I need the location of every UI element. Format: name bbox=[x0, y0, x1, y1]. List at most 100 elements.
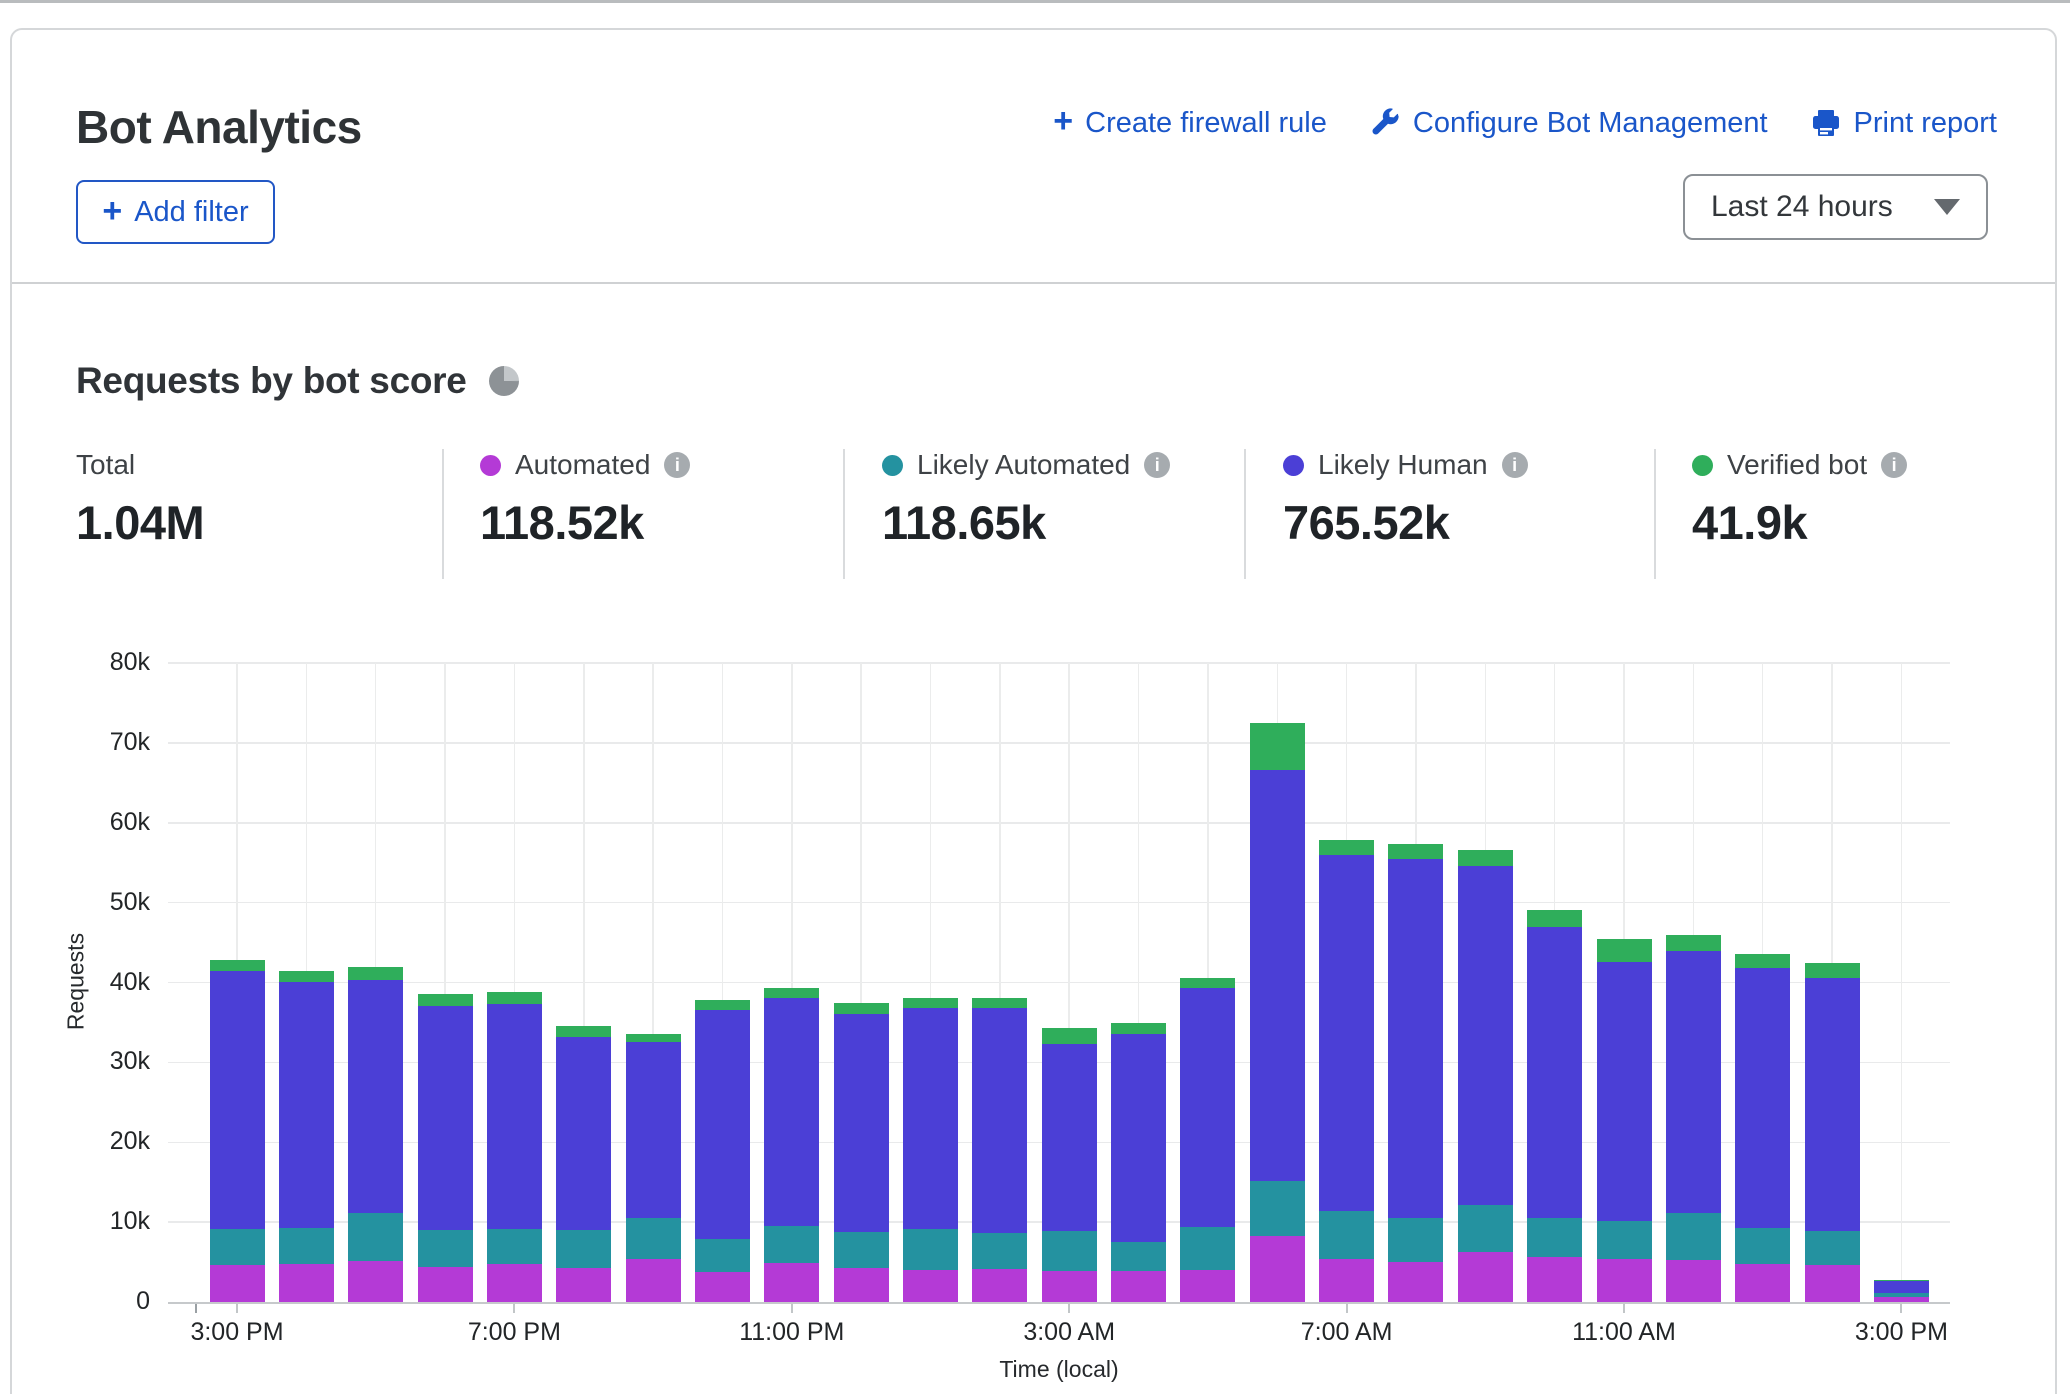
add-filter-button[interactable]: + Add filter bbox=[76, 180, 275, 244]
bar-segment-likely-automated[interactable] bbox=[626, 1218, 681, 1259]
bar-segment-likely-human[interactable] bbox=[487, 1004, 542, 1228]
bar-segment-likely-human[interactable] bbox=[1805, 978, 1860, 1231]
bar-segment-likely-automated[interactable] bbox=[210, 1229, 265, 1265]
bar-segment-verified-bot[interactable] bbox=[1874, 1280, 1929, 1281]
bar-segment-likely-automated[interactable] bbox=[1458, 1205, 1513, 1252]
bar-segment-verified-bot[interactable] bbox=[1805, 963, 1860, 978]
info-icon[interactable]: i bbox=[1144, 452, 1170, 478]
bar-segment-automated[interactable] bbox=[1874, 1297, 1929, 1302]
bar-segment-likely-automated[interactable] bbox=[348, 1213, 403, 1261]
bar-segment-automated[interactable] bbox=[626, 1259, 681, 1302]
bar-segment-likely-automated[interactable] bbox=[1874, 1293, 1929, 1297]
bar-segment-likely-automated[interactable] bbox=[903, 1229, 958, 1270]
bar-segment-likely-human[interactable] bbox=[1111, 1034, 1166, 1242]
bar-segment-likely-automated[interactable] bbox=[1042, 1231, 1097, 1271]
bar-segment-verified-bot[interactable] bbox=[1597, 939, 1652, 962]
bar-segment-verified-bot[interactable] bbox=[1666, 935, 1721, 950]
bar-segment-likely-human[interactable] bbox=[1527, 927, 1582, 1218]
info-icon[interactable]: i bbox=[1502, 452, 1528, 478]
bar-segment-likely-automated[interactable] bbox=[1735, 1228, 1790, 1264]
bar-segment-verified-bot[interactable] bbox=[348, 967, 403, 981]
bar-segment-verified-bot[interactable] bbox=[1458, 850, 1513, 866]
bar-segment-likely-human[interactable] bbox=[764, 998, 819, 1226]
bar-segment-verified-bot[interactable] bbox=[834, 1003, 889, 1014]
bar-segment-verified-bot[interactable] bbox=[1735, 954, 1790, 968]
bar-segment-verified-bot[interactable] bbox=[695, 1000, 750, 1010]
bar-segment-likely-automated[interactable] bbox=[1597, 1221, 1652, 1259]
bar-segment-verified-bot[interactable] bbox=[1111, 1023, 1166, 1034]
bar-segment-likely-human[interactable] bbox=[834, 1014, 889, 1231]
bar-segment-likely-human[interactable] bbox=[1388, 859, 1443, 1218]
bar-segment-automated[interactable] bbox=[903, 1270, 958, 1302]
bar-segment-automated[interactable] bbox=[1597, 1259, 1652, 1302]
bar-segment-likely-human[interactable] bbox=[348, 980, 403, 1213]
bar-segment-verified-bot[interactable] bbox=[210, 960, 265, 970]
bar-segment-verified-bot[interactable] bbox=[487, 992, 542, 1004]
bar-segment-likely-human[interactable] bbox=[695, 1010, 750, 1239]
bar-segment-likely-automated[interactable] bbox=[487, 1229, 542, 1264]
bar-segment-verified-bot[interactable] bbox=[279, 971, 334, 982]
bar-segment-verified-bot[interactable] bbox=[418, 994, 473, 1006]
bar-segment-automated[interactable] bbox=[1805, 1265, 1860, 1302]
bar-segment-likely-human[interactable] bbox=[903, 1008, 958, 1229]
bar-segment-verified-bot[interactable] bbox=[1388, 844, 1443, 860]
bar-segment-likely-automated[interactable] bbox=[1319, 1211, 1374, 1259]
bar-segment-verified-bot[interactable] bbox=[1319, 840, 1374, 855]
bar-segment-verified-bot[interactable] bbox=[556, 1026, 611, 1036]
bar-segment-automated[interactable] bbox=[695, 1272, 750, 1302]
bar-segment-likely-human[interactable] bbox=[1458, 866, 1513, 1205]
bar-segment-automated[interactable] bbox=[834, 1268, 889, 1302]
time-range-dropdown[interactable]: Last 24 hours bbox=[1683, 174, 1988, 240]
bar-segment-likely-automated[interactable] bbox=[1180, 1227, 1235, 1270]
bar-segment-automated[interactable] bbox=[1042, 1271, 1097, 1302]
bar-segment-likely-automated[interactable] bbox=[1805, 1231, 1860, 1265]
bar-segment-automated[interactable] bbox=[418, 1267, 473, 1302]
bar-segment-likely-human[interactable] bbox=[418, 1006, 473, 1230]
bar-segment-automated[interactable] bbox=[210, 1265, 265, 1302]
bar-segment-likely-automated[interactable] bbox=[972, 1233, 1027, 1269]
bar-segment-likely-automated[interactable] bbox=[764, 1226, 819, 1263]
bar-segment-likely-automated[interactable] bbox=[556, 1230, 611, 1268]
bar-segment-verified-bot[interactable] bbox=[764, 988, 819, 998]
bar-segment-automated[interactable] bbox=[487, 1264, 542, 1302]
bar-segment-likely-human[interactable] bbox=[556, 1037, 611, 1230]
bar-segment-likely-human[interactable] bbox=[1735, 968, 1790, 1228]
bar-segment-automated[interactable] bbox=[1250, 1236, 1305, 1302]
bar-segment-likely-automated[interactable] bbox=[834, 1232, 889, 1268]
bar-segment-automated[interactable] bbox=[556, 1268, 611, 1302]
bar-segment-likely-automated[interactable] bbox=[1666, 1213, 1721, 1259]
configure-bot-management-link[interactable]: Configure Bot Management bbox=[1369, 107, 1768, 140]
bar-segment-verified-bot[interactable] bbox=[626, 1034, 681, 1043]
bar-segment-likely-automated[interactable] bbox=[279, 1228, 334, 1264]
bar-segment-likely-human[interactable] bbox=[1250, 770, 1305, 1181]
bar-segment-likely-automated[interactable] bbox=[695, 1239, 750, 1273]
bar-segment-automated[interactable] bbox=[1111, 1271, 1166, 1302]
bar-segment-likely-human[interactable] bbox=[972, 1008, 1027, 1233]
bar-segment-likely-automated[interactable] bbox=[1111, 1242, 1166, 1271]
print-report-link[interactable]: Print report bbox=[1810, 107, 1997, 140]
bar-segment-verified-bot[interactable] bbox=[903, 998, 958, 1008]
info-icon[interactable]: i bbox=[664, 452, 690, 478]
bar-segment-automated[interactable] bbox=[1527, 1257, 1582, 1302]
bar-segment-likely-human[interactable] bbox=[626, 1042, 681, 1218]
bar-segment-automated[interactable] bbox=[279, 1264, 334, 1302]
bar-segment-likely-automated[interactable] bbox=[418, 1230, 473, 1267]
bar-segment-likely-human[interactable] bbox=[1666, 951, 1721, 1214]
bar-segment-likely-human[interactable] bbox=[1180, 988, 1235, 1227]
bar-segment-verified-bot[interactable] bbox=[1250, 723, 1305, 770]
bar-segment-automated[interactable] bbox=[764, 1263, 819, 1302]
bar-segment-automated[interactable] bbox=[972, 1269, 1027, 1302]
bar-segment-likely-human[interactable] bbox=[1042, 1044, 1097, 1231]
bar-segment-likely-human[interactable] bbox=[279, 982, 334, 1228]
bar-segment-verified-bot[interactable] bbox=[1527, 910, 1582, 928]
bar-segment-verified-bot[interactable] bbox=[972, 998, 1027, 1008]
bar-segment-automated[interactable] bbox=[1458, 1252, 1513, 1302]
bar-segment-likely-automated[interactable] bbox=[1250, 1181, 1305, 1235]
bar-segment-automated[interactable] bbox=[1388, 1262, 1443, 1302]
bar-segment-likely-human[interactable] bbox=[1597, 962, 1652, 1222]
bar-segment-likely-automated[interactable] bbox=[1527, 1218, 1582, 1257]
create-firewall-rule-link[interactable]: + Create firewall rule bbox=[1053, 106, 1327, 140]
bar-segment-automated[interactable] bbox=[1666, 1260, 1721, 1302]
bar-segment-automated[interactable] bbox=[348, 1261, 403, 1302]
bar-segment-likely-human[interactable] bbox=[1319, 855, 1374, 1211]
